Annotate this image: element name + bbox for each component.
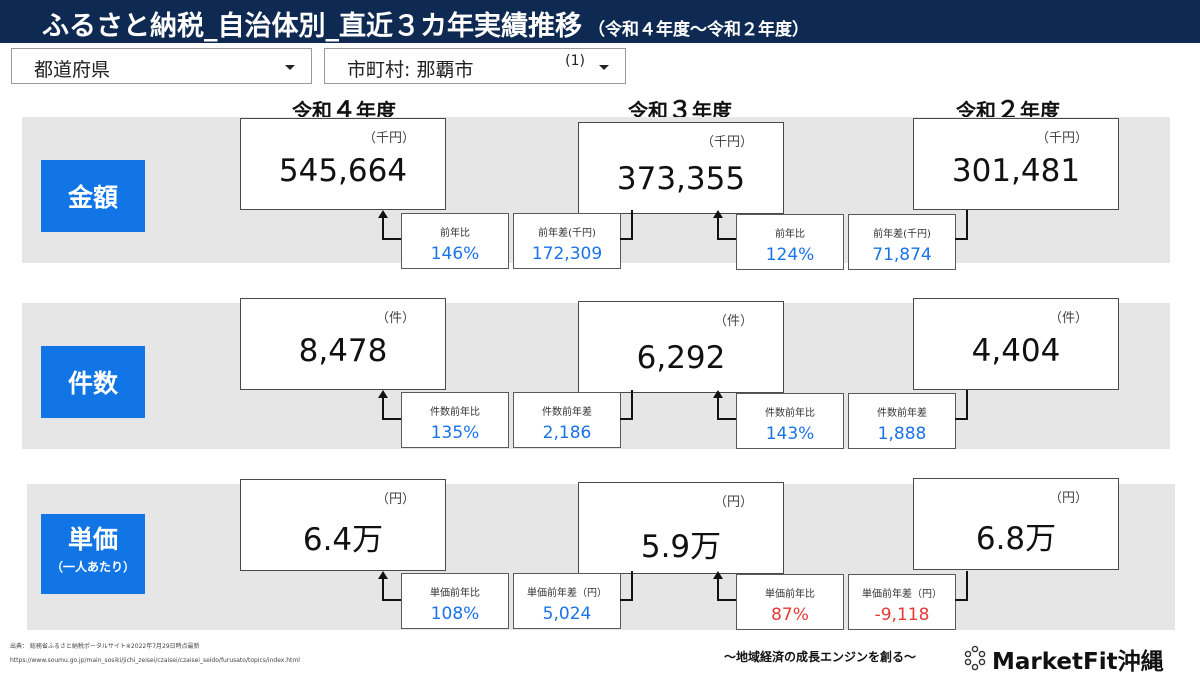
page-subtitle: （令和４年度～令和２年度） [588,20,809,40]
city-dropdown[interactable]: 市町村: 那覇市 (1) [324,48,626,84]
count-yoy-ratio-r4: 件数前年比 135% [401,392,509,448]
unit-price-value: 6.8万 [975,521,1057,557]
count-yoy-diff-r3: 件数前年差 1,888 [848,393,956,449]
unit-price-yoy-ratio-r4: 単価前年比 108% [401,573,509,629]
unit-price-sublabel: （一人あたり） [50,560,135,574]
unit-price-label: 単価 （一人あたり） [41,514,145,594]
unit-price-yoy-diff-r3: 単価前年差（円） -9,118 [848,574,956,630]
amount-value-r2: （千円） 301,481 [913,118,1119,210]
stat-value: 124% [765,245,815,265]
stat-value: 1,888 [877,424,927,444]
stat-value: -9,118 [874,605,930,625]
count-value: 6,292 [636,340,726,376]
page-header: ふるさと納税_自治体別_直近３カ年実績推移 （令和４年度～令和２年度） [0,0,1200,43]
count-value-r3: （件） 6,292 [578,301,784,393]
unit-price-value: 6.4万 [302,522,384,558]
amount-label: 金額 [41,160,145,232]
unit-price-yoy-ratio-r3: 単価前年比 87% [736,574,844,630]
city-dropdown-label: 市町村: 那覇市 [347,59,474,81]
amount-yoy-diff-r4: 前年差(千円) 172,309 [513,213,621,269]
prefecture-dropdown-label: 都道府県 [34,59,111,81]
unit-label: （千円） [700,135,753,150]
prefecture-dropdown[interactable]: 都道府県 [11,48,312,84]
chevron-down-icon [285,65,295,70]
amount-label-text: 金額 [67,183,118,212]
tagline: ～地域経済の成長エンジンを創る～ [724,650,917,664]
stat-label: 件数前年差 [542,407,592,418]
stat-label: 件数前年比 [765,408,815,419]
unit-label: （円） [375,492,415,507]
count-value-r2: （件） 4,404 [913,298,1119,390]
stat-label: 前年比 [440,228,470,239]
amount-value: 545,664 [278,153,408,189]
count-value-r4: （件） 8,478 [240,298,446,390]
chevron-down-icon [599,65,609,70]
unit-label: （件） [713,314,753,329]
unit-label: （円） [713,495,753,510]
stat-value: 71,874 [872,245,932,265]
amount-yoy-diff-r3: 前年差(千円) 71,874 [848,214,956,270]
stat-value: 143% [765,424,815,444]
stat-label: 単価前年差（円） [527,588,607,599]
stat-value: 135% [430,423,480,443]
count-yoy-diff-r4: 件数前年差 2,186 [513,392,621,448]
unit-price-value-r3: （円） 5.9万 [578,482,784,574]
brand-name: MarketFit沖縄 [992,649,1164,675]
title-text: ふるさと納税_自治体別_直近３カ年実績推移 [42,11,582,42]
stat-value: 108% [430,604,480,624]
amount-value: 301,481 [951,153,1081,189]
stat-label: 単価前年差（円） [862,589,942,600]
stat-value: 5,024 [542,604,592,624]
amount-yoy-ratio-r4: 前年比 146% [401,213,509,269]
city-selection-count: (1) [565,53,585,69]
stat-value: 172,309 [531,244,603,264]
unit-label: （千円） [1035,131,1088,146]
amount-value: 373,355 [616,161,746,197]
unit-price-label-text: 単価 [67,525,118,554]
count-value: 8,478 [298,333,388,369]
stat-value: 146% [430,244,480,264]
count-label: 件数 [41,346,145,418]
stat-label: 件数前年比 [430,407,480,418]
unit-label: （円） [1048,491,1088,506]
stat-label: 件数前年差 [877,408,927,419]
unit-label: （件） [1048,311,1088,326]
amount-value-r4: （千円） 545,664 [240,118,446,210]
stat-value: 2,186 [542,423,592,443]
amount-yoy-ratio-r3: 前年比 124% [736,214,844,270]
unit-price-value: 5.9万 [640,529,722,565]
count-label-text: 件数 [67,369,118,398]
count-value: 4,404 [971,333,1061,369]
stat-label: 単価前年比 [430,588,480,599]
dots-logo-icon [964,645,986,671]
unit-price-value-r4: （円） 6.4万 [240,479,446,571]
count-yoy-ratio-r3: 件数前年比 143% [736,393,844,449]
unit-label: （件） [375,311,415,326]
unit-label: （千円） [362,131,415,146]
stat-value: 87% [771,605,809,625]
unit-price-yoy-diff-r4: 単価前年差（円） 5,024 [513,573,621,629]
stat-label: 前年比 [775,229,805,240]
amount-value-r3: （千円） 373,355 [578,122,784,214]
unit-price-value-r2: （円） 6.8万 [913,478,1119,570]
stat-label: 単価前年比 [765,589,815,600]
source-url: https://www.soumu.go.jp/main_sosiki/jich… [10,657,300,664]
source-note: 出典： 総務省ふるさと納税ポータルサイト※2022年7月29日時点最新 [10,643,200,650]
stat-label: 前年差(千円) [538,228,596,239]
page-title: ふるさと納税_自治体別_直近３カ年実績推移 （令和４年度～令和２年度） [42,4,809,43]
stat-label: 前年差(千円) [873,229,931,240]
